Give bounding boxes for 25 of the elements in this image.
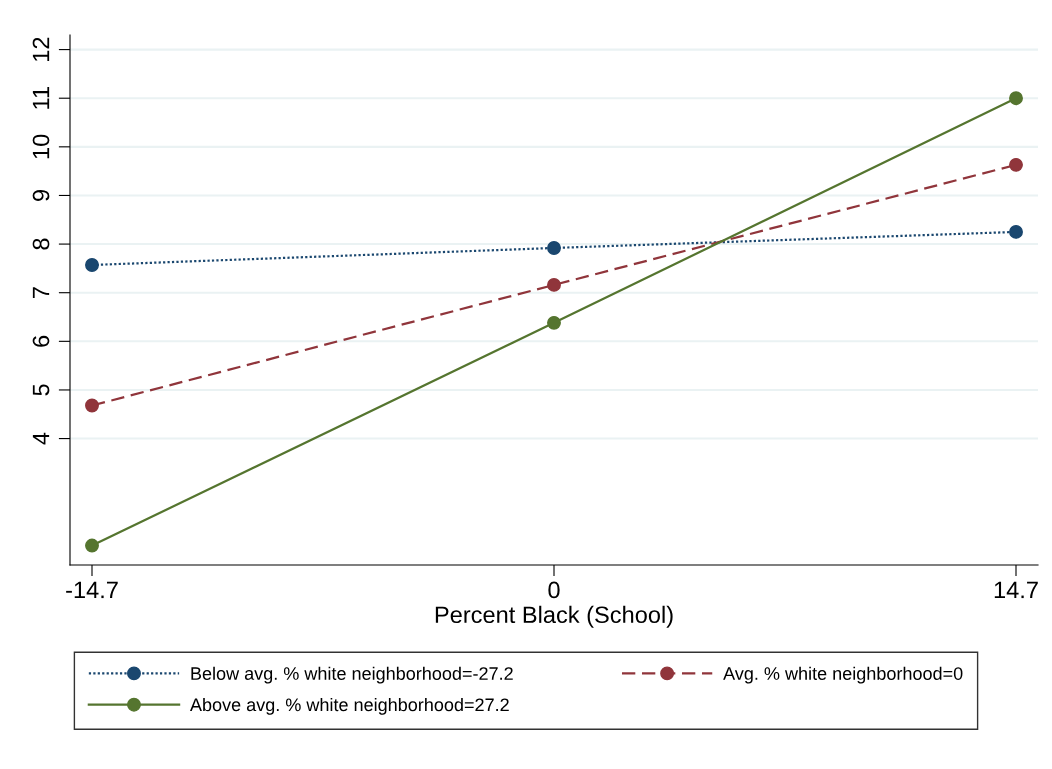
y-tick-label: 4 <box>32 432 50 445</box>
point <box>547 241 561 255</box>
y-tick-label: 10 <box>32 134 50 159</box>
y-tick-label: 7 <box>32 287 50 299</box>
y-tick-label: 6 <box>32 335 50 347</box>
point <box>1009 224 1023 239</box>
legend-label: Avg. % white neighborhood=0 <box>723 666 963 684</box>
y-tick-label: 8 <box>32 238 50 250</box>
y-tick-label: 12 <box>32 37 50 61</box>
legend-label: Above avg. % white neighborhood=27.2 <box>189 697 509 715</box>
x-tick-label: -14.7 <box>66 581 118 599</box>
y-tick-label: 11 <box>32 87 50 109</box>
point <box>85 538 99 553</box>
x-tick-label: 14.7 <box>994 581 1038 599</box>
point <box>85 398 99 413</box>
legend-label: Below avg. % white neighborhood=-27.2 <box>191 666 513 684</box>
point <box>1009 91 1023 106</box>
point <box>85 258 99 272</box>
y-tick-label: 5 <box>32 384 50 396</box>
point <box>1009 157 1023 172</box>
x-axis-title: Percent Black (School) <box>435 605 673 628</box>
y-tick-label: 9 <box>32 190 50 201</box>
point <box>547 277 561 292</box>
point <box>547 315 561 330</box>
x-tick-label: 0 <box>548 581 560 599</box>
